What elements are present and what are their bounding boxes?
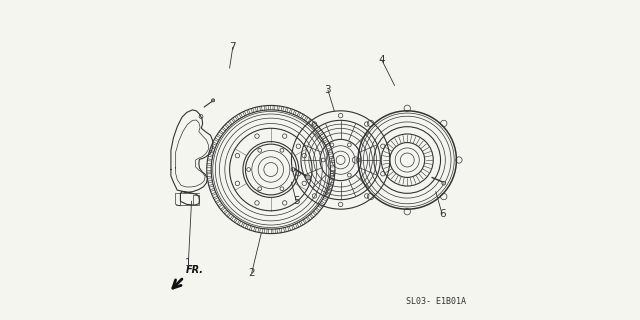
- Text: SL03- E1B01A: SL03- E1B01A: [406, 297, 466, 306]
- Text: 7: 7: [230, 42, 236, 52]
- Circle shape: [211, 99, 214, 102]
- Circle shape: [305, 175, 310, 180]
- Text: 5: 5: [293, 196, 300, 206]
- Text: 3: 3: [324, 85, 332, 95]
- Text: 6: 6: [439, 209, 445, 219]
- Text: FR.: FR.: [186, 265, 204, 275]
- Circle shape: [442, 181, 445, 185]
- Text: 4: 4: [378, 55, 385, 65]
- Text: 2: 2: [248, 268, 255, 278]
- Text: 1: 1: [185, 258, 191, 268]
